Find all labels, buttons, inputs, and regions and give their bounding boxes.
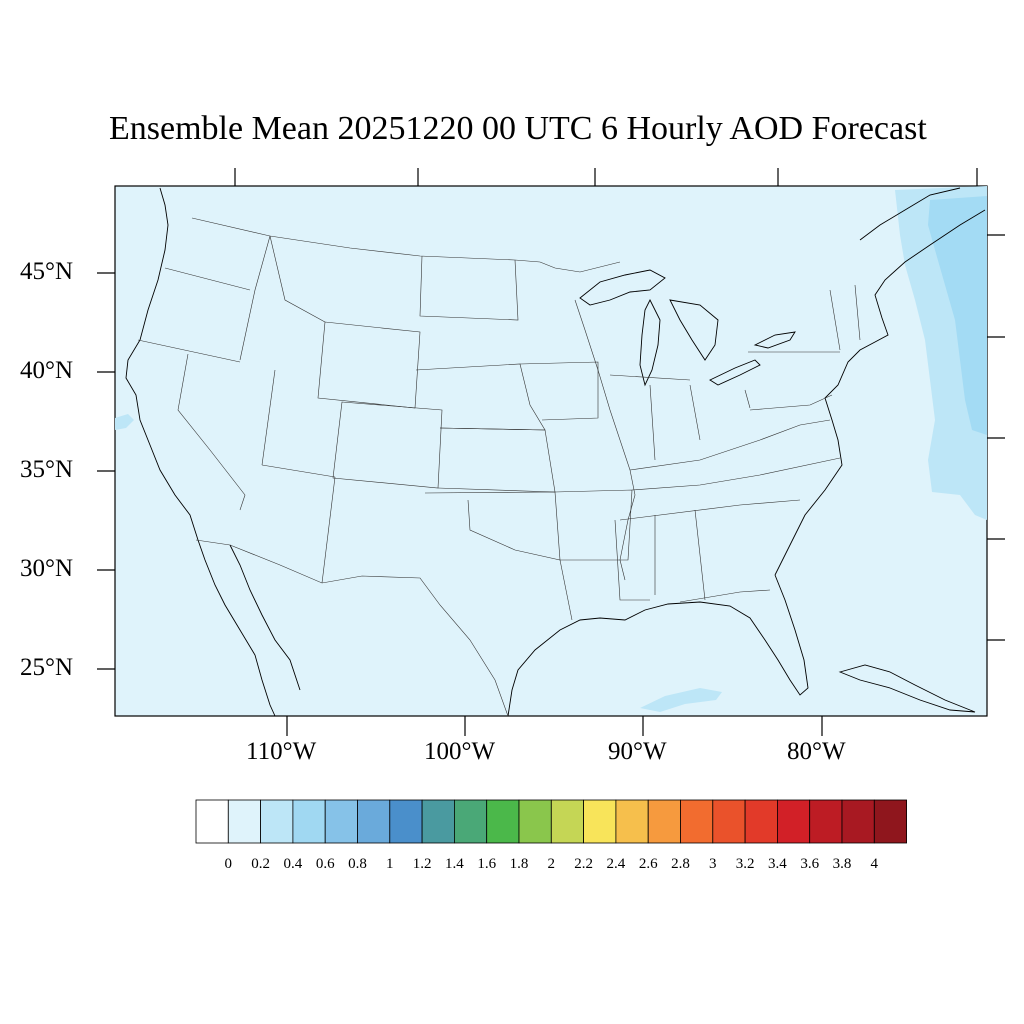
pacific-patch — [115, 414, 134, 430]
colorbar-swatch — [453, 799, 488, 844]
colorbar-swatch — [292, 799, 326, 844]
lon-label-80w: 80°W — [787, 738, 846, 765]
northeast-lines — [689, 284, 861, 441]
colorbar-swatch — [227, 799, 262, 844]
map-title: Ensemble Mean 20251220 00 UTC 6 Hourly A… — [109, 110, 927, 147]
gulf-of-mexico-patch — [640, 688, 722, 712]
colorbar — [195, 799, 907, 844]
colorbar-swatch — [647, 799, 681, 844]
colorbar-tick-label: 4 — [870, 856, 879, 872]
mississippi-river — [574, 299, 636, 581]
colorbar-swatch — [518, 799, 552, 844]
colorbar-swatch — [550, 799, 584, 844]
colorbar-tick-label: 0.2 — [251, 856, 270, 872]
ohio-valley — [629, 419, 831, 471]
colorbar-tick-label: 0 — [224, 856, 233, 872]
nevada-utah-line — [261, 369, 276, 466]
great-lakes-ontario — [753, 331, 796, 349]
great-lakes-superior — [579, 269, 666, 306]
colorbar-swatch — [680, 799, 714, 844]
colorbar-swatch — [809, 799, 843, 844]
utah-arizona-line — [261, 464, 336, 478]
colorbar-swatch — [873, 799, 907, 844]
lat-label-25: 25°N — [20, 654, 74, 681]
colorbar-tick-label: 1.6 — [477, 856, 497, 872]
lon-label-90w: 90°W — [608, 738, 667, 765]
colorbar-tick-label: 2.8 — [671, 856, 690, 872]
arkansas-box — [554, 489, 633, 561]
oregon-california-line — [137, 339, 241, 363]
colorbar-tick-label: 3.6 — [800, 856, 820, 872]
colorbar-swatch — [744, 799, 778, 844]
colorbar-swatch — [195, 799, 229, 844]
colorbar-tick-label: 3.4 — [768, 856, 787, 872]
colorbar-tick-label: 3.8 — [832, 856, 852, 872]
aod-shading — [115, 186, 987, 712]
colorbar-swatch — [615, 799, 649, 844]
colorbar-tick-label: 0.6 — [315, 856, 335, 872]
lat-label-45: 45°N — [20, 258, 74, 285]
oklahoma-texas — [424, 491, 561, 561]
coastlines — [125, 187, 986, 717]
colorbar-swatch — [324, 799, 358, 844]
colorbar-swatch — [260, 799, 294, 844]
canada-east-coast — [859, 187, 961, 241]
lon-label-100w: 100°W — [424, 738, 496, 765]
cuba-coast — [838, 664, 976, 713]
deep-south-lines — [614, 499, 801, 601]
nevada-california-diag — [177, 353, 246, 511]
colorbar-swatch — [357, 799, 391, 844]
lat-label-30: 30°N — [20, 555, 74, 582]
idaho-west — [239, 235, 271, 361]
georgia-florida — [679, 589, 771, 603]
great-lakes-michigan — [639, 298, 661, 387]
colorbar-tick-label: 2.4 — [606, 856, 626, 872]
illinois-indiana — [609, 374, 691, 461]
lat-label-40: 40°N — [20, 357, 74, 384]
colorbar-tick-label: 2.2 — [574, 856, 593, 872]
pacific-coastline — [125, 187, 276, 717]
colorbar-tick-label: 1.4 — [445, 856, 464, 872]
montana-south — [269, 235, 326, 323]
colorbar-swatch — [712, 799, 746, 844]
state-boundaries — [137, 217, 861, 717]
colorbar-swatch — [583, 799, 617, 844]
colorbar-swatch — [421, 799, 455, 844]
colorbar-tick-label: 1.2 — [412, 856, 432, 872]
kansas-box — [437, 427, 556, 493]
colorbar-swatch — [389, 799, 423, 844]
colorbar-swatch — [841, 799, 875, 844]
great-lakes-erie — [709, 359, 761, 386]
iowa-missouri — [519, 361, 599, 421]
atlantic-aod-plume-core — [928, 196, 987, 435]
colorbar-swatch — [777, 799, 811, 844]
colorbar-tick-label: 3.2 — [735, 856, 755, 872]
colorbar-swatch — [486, 799, 520, 844]
colorbar-tick-label: 1 — [386, 856, 394, 872]
texas-east — [559, 559, 573, 621]
atlantic-coastline — [774, 209, 986, 576]
axis-ticks — [97, 168, 1005, 736]
mexico-border — [195, 539, 509, 717]
tn-nc-line — [631, 457, 841, 491]
colorbar-tick-label: 1.8 — [509, 856, 529, 872]
colorbar-tick-label: 2 — [547, 856, 556, 872]
dakotas-line — [419, 255, 519, 321]
colorbar-tick-label: 2.6 — [638, 856, 658, 872]
gulf-coastline — [507, 574, 809, 717]
lon-label-110w: 110°W — [246, 738, 317, 765]
colorbar-tick-label: 0.4 — [283, 856, 303, 872]
arizona-newmexico-line — [321, 476, 336, 584]
lat-label-35: 35°N — [20, 456, 74, 483]
colorbar-tick-label: 3 — [709, 856, 717, 872]
baja-gulf-coast — [229, 544, 301, 691]
great-lakes-huron — [669, 299, 719, 361]
colorbar-tick-label: 0.8 — [348, 856, 367, 872]
oregon-washington-line — [164, 267, 251, 291]
map-frame — [114, 185, 988, 717]
